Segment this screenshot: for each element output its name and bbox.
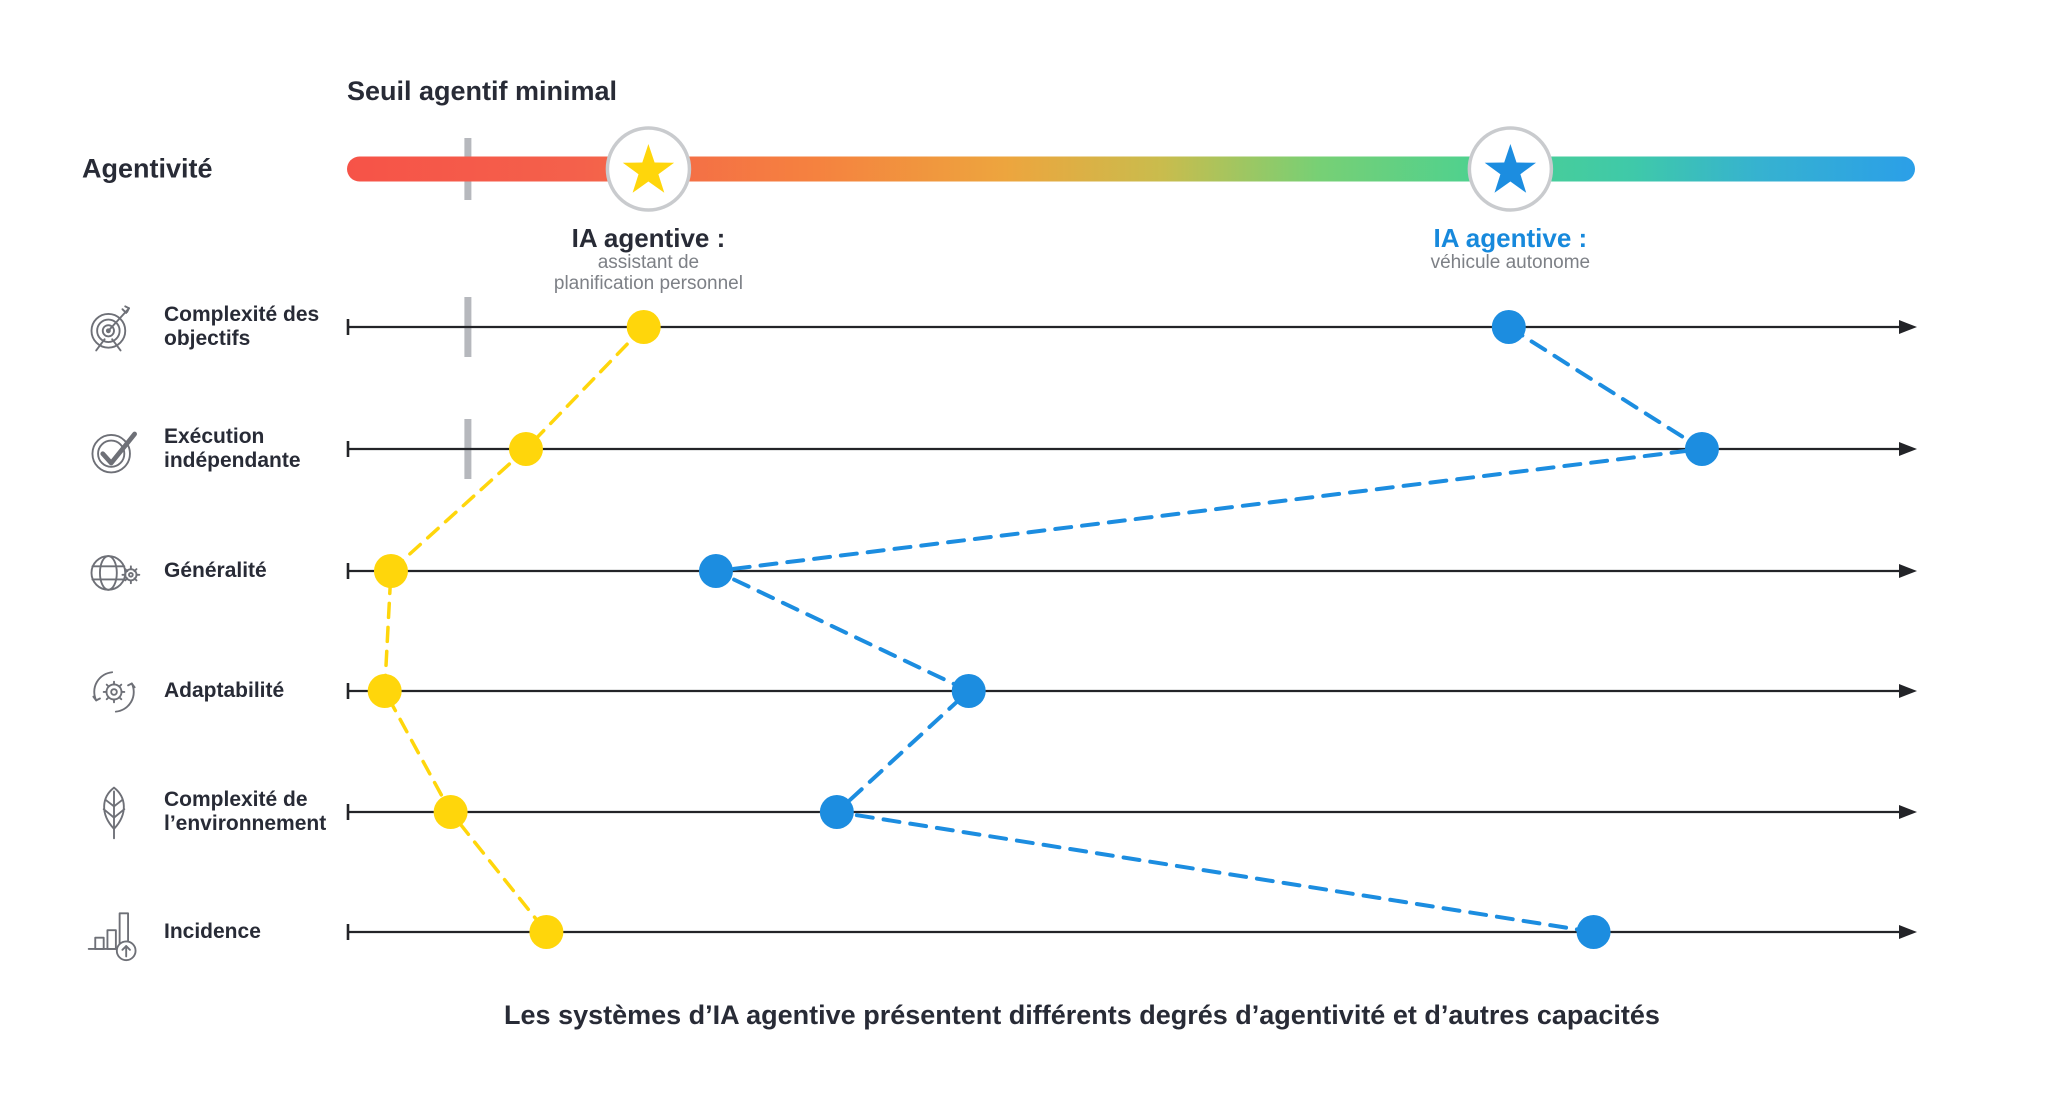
gear-cycle-icon — [84, 661, 144, 721]
axis-arrowhead — [1899, 925, 1917, 939]
assistant-data-dot — [367, 674, 402, 708]
vehicule-data-dot — [1491, 310, 1526, 344]
series-subtitle-line: assistant de — [597, 252, 700, 273]
vehicule-data-dot — [951, 674, 986, 708]
vehicule-data-dot — [1684, 432, 1719, 466]
axis-arrowhead — [1899, 805, 1917, 819]
series-caption-vehicule: IA agentive : véhicule autonome — [1431, 224, 1591, 273]
dimension-row-objectifs: Complexité des objectifs — [84, 297, 319, 357]
vehicule-star-icon — [1484, 144, 1536, 193]
axis-arrowhead — [1899, 564, 1917, 578]
dimension-row-adaptabilite: Adaptabilité — [84, 661, 284, 721]
dimension-label: Généralité — [164, 559, 267, 582]
dimension-row-environnement: Complexité de l’environnement — [84, 782, 326, 842]
series-title: IA agentive : — [1433, 223, 1588, 253]
dimension-row-incidence: Incidence — [84, 902, 261, 962]
series-title: IA agentive : — [571, 223, 726, 253]
assistant-connector-line — [382, 325, 646, 934]
leaf-icon — [84, 782, 144, 842]
vehicule-connector-line — [708, 325, 1708, 934]
dimension-label: Complexité de l’environnement — [164, 788, 327, 835]
series-subtitle-line: véhicule autonome — [1430, 252, 1591, 273]
assistant-star-icon — [622, 144, 675, 193]
series-caption-assistant: IA agentive : assistant de planification… — [554, 224, 743, 294]
vehicule-data-dot — [819, 795, 854, 829]
globe-gear-icon — [84, 541, 144, 601]
vehicule-data-dot — [698, 554, 733, 588]
threshold-title: Seuil agentif minimal — [347, 76, 618, 106]
vehicule-data-dot — [1576, 915, 1611, 949]
agentivity-spectrum-bar — [347, 156, 1915, 182]
bottom-caption: Les systèmes d’IA agentive présentent di… — [504, 1000, 1660, 1030]
assistant-data-dot — [433, 795, 468, 829]
assistant-data-dot — [508, 432, 543, 466]
assistant-data-dot — [529, 915, 564, 949]
target-icon — [84, 297, 144, 357]
axis-arrowhead — [1899, 442, 1917, 456]
dimension-label: Adaptabilité — [164, 679, 285, 702]
dimension-row-execution: Exécution indépendante — [84, 419, 301, 479]
dimension-label: Complexité des objectifs — [164, 303, 320, 350]
agentivity-axis-label: Agentivité — [82, 153, 213, 184]
assistant-data-dot — [373, 554, 408, 588]
dimension-label: Incidence — [164, 920, 261, 943]
series-subtitle-line: planification personnel — [553, 273, 743, 294]
dimension-row-generalite: Généralité — [84, 541, 267, 601]
dimension-label: Exécution indépendante — [164, 425, 301, 472]
axis-arrowhead — [1899, 320, 1917, 334]
bar-chart-up-icon — [84, 902, 144, 962]
check-circle-icon — [84, 419, 144, 479]
assistant-data-dot — [626, 310, 661, 344]
axis-arrowhead — [1899, 684, 1917, 698]
